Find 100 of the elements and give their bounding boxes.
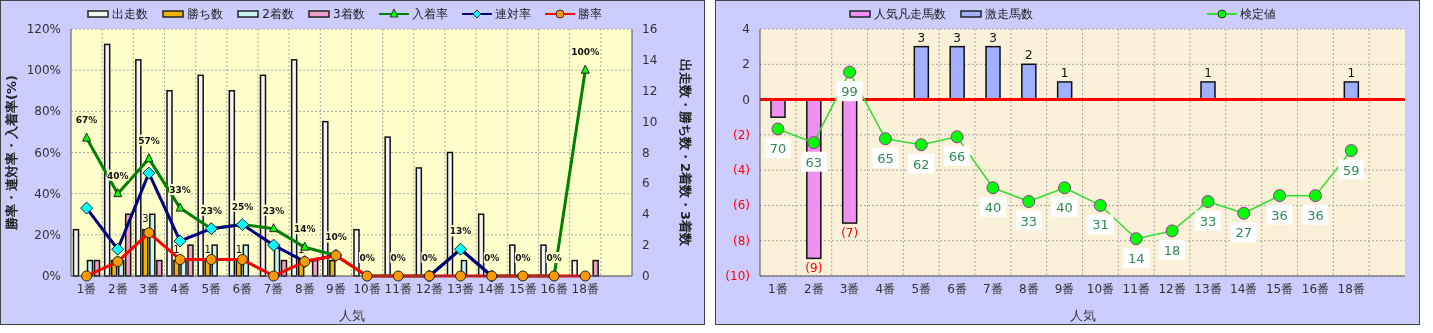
data-label: 10%: [325, 232, 347, 243]
data-label: 33: [1020, 213, 1038, 229]
x-axis-title: 人気: [338, 308, 365, 323]
x-tick-label: 16番: [540, 281, 568, 296]
y-tick-label: (8): [733, 233, 750, 248]
data-label: 3: [142, 212, 149, 224]
data-label: 36: [1307, 207, 1324, 223]
data-label: 65: [877, 150, 894, 166]
legend-label: 入着率: [411, 5, 448, 23]
data-label: (9): [805, 261, 823, 276]
data-label: 1: [1347, 65, 1356, 80]
data-label: 25%: [231, 201, 254, 212]
y-axis-title: 勝率・連対率・入着率(%): [3, 75, 19, 231]
y-tick-label: 120%: [26, 22, 61, 36]
data-label: 66: [948, 148, 966, 164]
x-tick-label: 16番: [1301, 281, 1330, 296]
data-label: 63: [805, 154, 823, 170]
x-tick-label: 18番: [571, 281, 599, 296]
data-label: 1: [173, 243, 180, 255]
x-tick-label: 5番: [201, 281, 222, 296]
y-tick-label: (6): [733, 198, 750, 213]
y-tick-label: 0: [742, 92, 750, 107]
x-tick-label: 13番: [446, 281, 475, 296]
x-tick-label: 10番: [353, 281, 381, 296]
x-tick-label: 8番: [294, 281, 315, 296]
data-label: 13%: [449, 226, 472, 237]
y-tick-label: 0%: [41, 269, 61, 283]
data-label: 100%: [571, 47, 600, 58]
data-label: (7): [841, 226, 859, 241]
data-label: 1: [1060, 65, 1069, 80]
x-tick-label: 10番: [1086, 281, 1115, 296]
x-tick-label: 2番: [107, 281, 128, 296]
legend-label: 出走数: [112, 5, 149, 23]
data-label: 0%: [484, 253, 500, 263]
data-label: 40: [1056, 199, 1073, 215]
legend-label: 人気凡走馬数: [874, 5, 946, 23]
data-label: 1: [235, 243, 243, 255]
data-label: 0%: [515, 253, 531, 263]
y2-tick-label: 8: [642, 145, 650, 160]
x-tick-label: 6番: [232, 281, 253, 296]
data-label: 0%: [390, 253, 406, 263]
data-label: 1: [1204, 65, 1212, 80]
x-tick-label: 4番: [875, 281, 896, 296]
y2-tick-label: 0: [642, 269, 650, 283]
x-tick-label: 3番: [839, 281, 860, 296]
y2-axis-title: 出走数・勝ち数・2着数・3着数: [678, 58, 694, 248]
legend-label: 3着数: [333, 5, 365, 23]
legend-label: 勝率: [577, 5, 602, 23]
legend-label: 激走馬数: [985, 5, 1033, 23]
x-tick-label: 12番: [1158, 281, 1186, 296]
x-tick-label: 15番: [509, 281, 537, 296]
y2-tick-label: 12: [642, 83, 658, 98]
x-tick-label: 9番: [326, 281, 346, 296]
x-tick-label: 11番: [384, 281, 412, 296]
data-label: 3: [917, 30, 926, 45]
data-label: 67%: [75, 115, 98, 126]
legend-label: 連対率: [494, 5, 531, 23]
x-axis-title: 人気: [1069, 308, 1096, 323]
y-tick-label: 60%: [34, 145, 61, 160]
data-label: 14: [1127, 250, 1145, 266]
x-tick-label: 14番: [1230, 281, 1258, 296]
y2-tick-label: 16: [642, 22, 658, 36]
data-label: 23%: [262, 205, 285, 216]
y-tick-label: 100%: [26, 63, 61, 78]
x-tick-label: 5番: [911, 281, 932, 296]
y2-tick-label: 14: [642, 52, 658, 67]
x-tick-label: 2番: [803, 281, 824, 296]
x-tick-label: 7番: [263, 281, 284, 296]
data-label: 0%: [359, 253, 375, 263]
x-tick-label: 12番: [415, 281, 444, 296]
data-label: 59: [1342, 162, 1360, 178]
data-label: 57%: [138, 135, 160, 146]
data-label: 3: [989, 30, 997, 45]
data-label: 33: [1199, 213, 1217, 229]
data-label: 2: [1025, 48, 1033, 63]
data-label: 40: [984, 199, 1002, 215]
x-tick-label: 6番: [947, 281, 967, 296]
y-tick-label: 80%: [34, 104, 61, 119]
x-tick-label: 14番: [478, 281, 506, 296]
x-tick-label: 3番: [139, 281, 159, 296]
data-label: 33%: [169, 185, 191, 196]
x-tick-label: 9番: [1054, 281, 1075, 296]
legend-label: 勝ち数: [187, 5, 224, 23]
data-label: 14%: [293, 224, 316, 235]
x-tick-label: 13番: [1194, 281, 1222, 296]
y-tick-label: 2: [742, 57, 750, 72]
y-tick-label: (10): [725, 269, 750, 283]
data-label: 23%: [200, 205, 223, 216]
legend-label: 2着数: [262, 5, 294, 23]
data-label: 62: [912, 156, 930, 172]
data-label: 70: [769, 140, 787, 156]
y-tick-label: (2): [733, 127, 750, 142]
data-label: 40%: [106, 170, 129, 181]
data-label: 31: [1092, 217, 1109, 233]
x-tick-label: 11番: [1122, 281, 1150, 296]
y-tick-label: 20%: [34, 227, 61, 242]
data-label: 36: [1271, 207, 1288, 223]
data-label: 18: [1163, 242, 1181, 258]
y2-tick-label: 2: [642, 238, 650, 253]
data-label: 1: [204, 243, 211, 255]
